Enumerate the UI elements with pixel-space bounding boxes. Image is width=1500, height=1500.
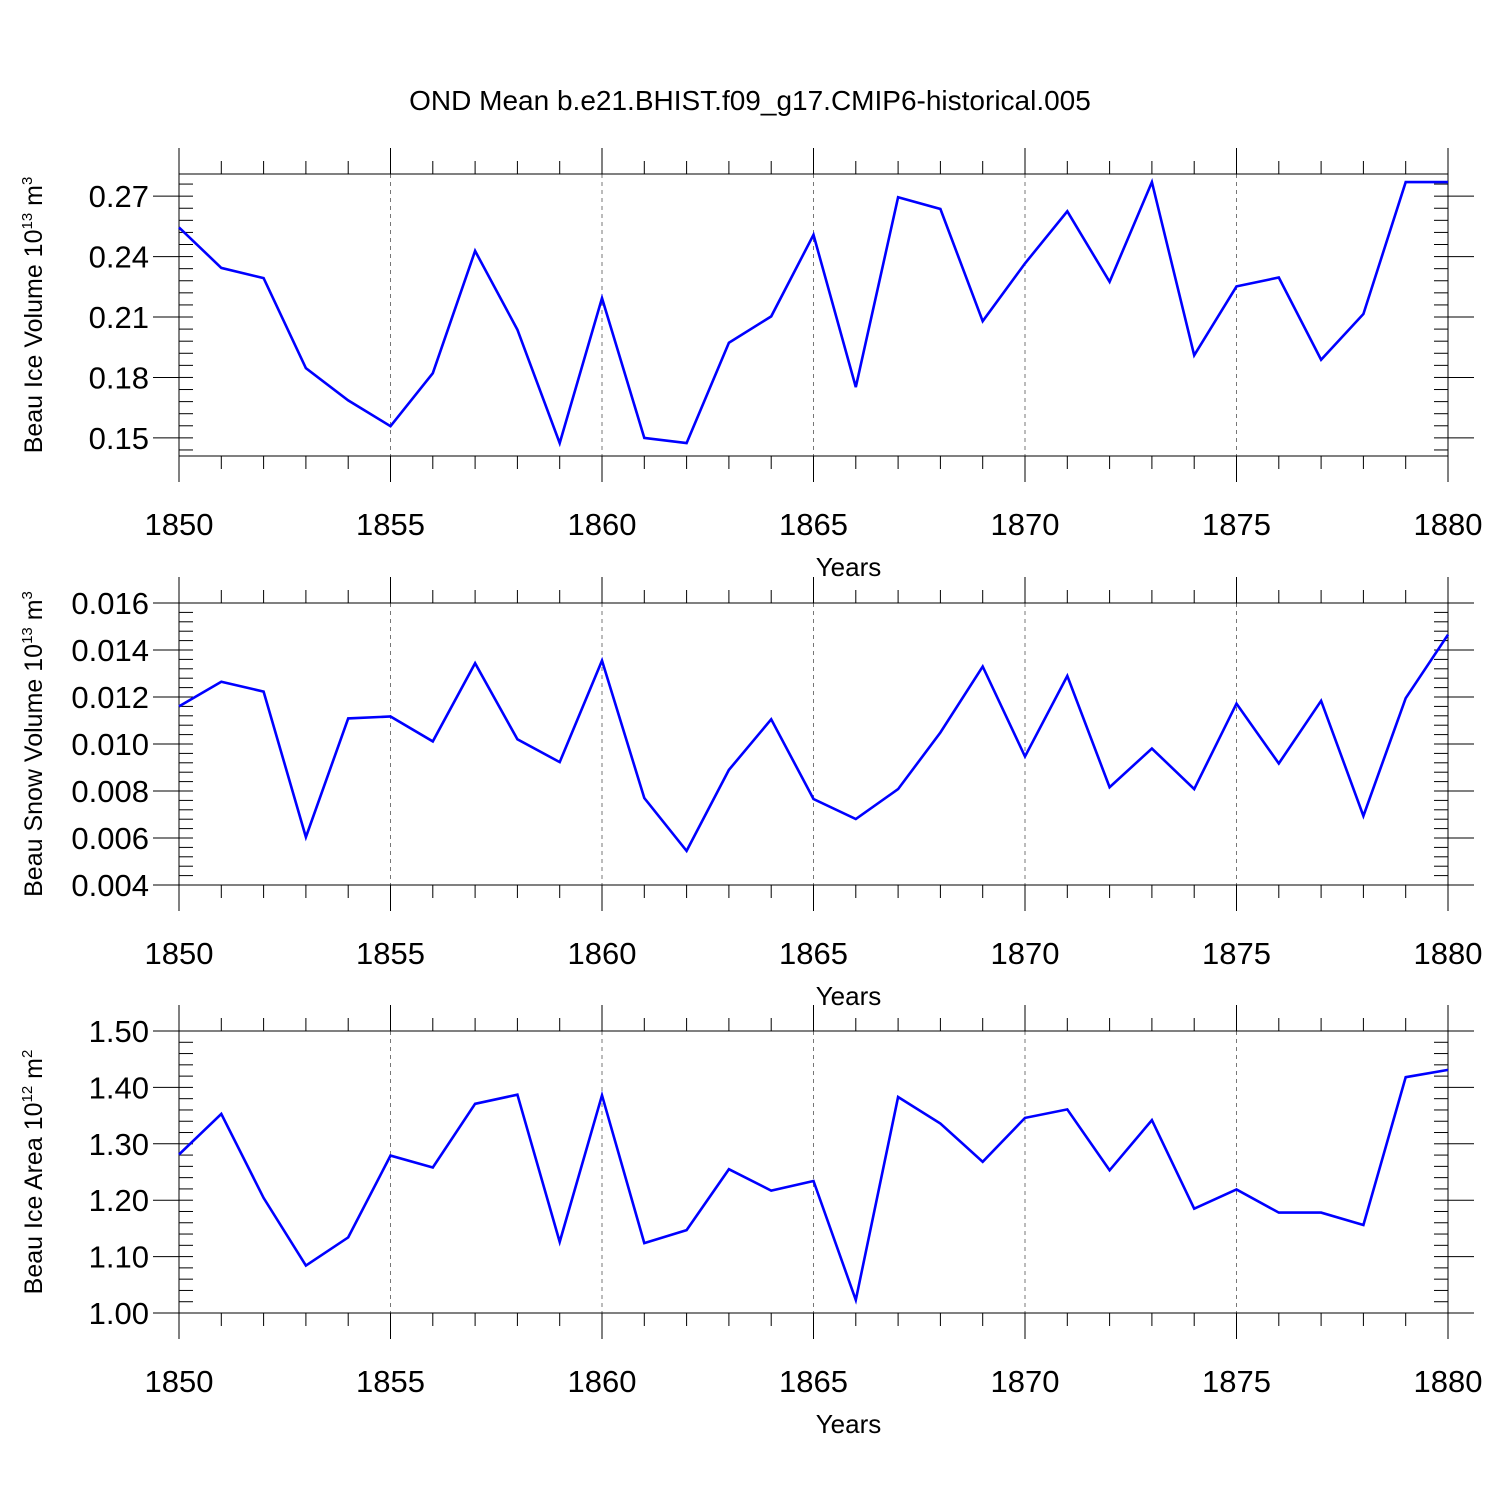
x-tick-label: 1870 xyxy=(991,936,1060,971)
x-tick-label: 1875 xyxy=(1202,936,1271,971)
y-axis-label-superscript: 13 xyxy=(19,627,36,644)
x-tick-label: 1880 xyxy=(1414,1364,1483,1399)
y-axis-label-superscript: 12 xyxy=(19,1086,36,1103)
y-axis-label: Beau Snow Volume 1013 m3 xyxy=(19,591,48,897)
y-tick-label: 1.50 xyxy=(89,1014,149,1049)
y-tick-label: 0.006 xyxy=(71,821,149,856)
x-tick-label: 1860 xyxy=(568,936,637,971)
x-tick-label: 1875 xyxy=(1202,507,1271,542)
x-tick-label: 1865 xyxy=(779,1364,848,1399)
x-tick-label: 1850 xyxy=(145,936,214,971)
y-axis-label-text: Beau Ice Area 10 xyxy=(20,1103,48,1295)
y-tick-label: 0.014 xyxy=(71,633,149,668)
x-tick-label: 1850 xyxy=(145,507,214,542)
y-tick-label: 1.10 xyxy=(89,1240,149,1275)
y-axis-label-superscript: 3 xyxy=(19,177,36,185)
y-tick-label: 0.004 xyxy=(71,868,149,903)
x-tick-label: 1865 xyxy=(779,507,848,542)
y-tick-label: 0.27 xyxy=(89,179,149,214)
series-line-beau-snow-volume xyxy=(178,633,1450,854)
x-axis-label: Years xyxy=(816,1409,882,1439)
y-axis-label-superscript: 13 xyxy=(19,213,36,230)
x-axis-label: Years xyxy=(816,552,882,582)
panels: 0.15 0.18 0.21 0.24 0.27 1850 1855 1860 1865 1870… xyxy=(19,148,1482,1439)
y-tick-label: 0.24 xyxy=(89,240,149,275)
x-tick-label: 1860 xyxy=(568,507,637,542)
x-tick-label: 1870 xyxy=(991,507,1060,542)
y-tick-label: 1.00 xyxy=(89,1296,149,1331)
y-axis-label-text: m xyxy=(20,1058,48,1086)
y-tick-label: 0.016 xyxy=(71,586,149,621)
x-tick-label: 1870 xyxy=(991,1364,1060,1399)
chart-panel-3: 1.00 1.10 1.20 1.30 1.40 1.50 1850 1855 1860 1865… xyxy=(19,1005,1482,1439)
y-tick-label: 0.15 xyxy=(89,421,149,456)
y-tick-label: 0.21 xyxy=(89,300,149,335)
y-tick-label: 1.30 xyxy=(89,1127,149,1162)
x-tick-label: 1855 xyxy=(356,1364,425,1399)
y-axis-label-text: m xyxy=(20,599,48,627)
y-tick-label: 0.008 xyxy=(71,774,149,809)
x-tick-label: 1855 xyxy=(356,507,425,542)
y-axis-label: Beau Ice Area 1012 m2 xyxy=(19,1050,48,1295)
x-tick-label: 1880 xyxy=(1414,936,1483,971)
y-tick-label: 0.012 xyxy=(71,680,149,715)
series-line-beau-ice-volume xyxy=(178,177,1448,448)
chart-panel-1: 0.15 0.18 0.21 0.24 0.27 1850 1855 1860 1865 1870… xyxy=(19,148,1482,582)
y-axis-label-superscript: 2 xyxy=(19,1050,36,1058)
y-axis-label: Beau Ice Volume 1013 m3 xyxy=(19,177,48,454)
x-tick-label: 1860 xyxy=(568,1364,637,1399)
y-tick-label: 0.010 xyxy=(71,727,149,762)
y-axis-label-text: m xyxy=(20,185,48,213)
y-tick-label: 0.18 xyxy=(89,360,149,395)
series-line-beau-ice-area xyxy=(178,1068,1449,1305)
y-axis-label-text: Beau Snow Volume 10 xyxy=(20,644,48,897)
y-axis-label-superscript: 3 xyxy=(19,591,36,599)
x-tick-label: 1855 xyxy=(356,936,425,971)
y-tick-label: 1.20 xyxy=(89,1183,149,1218)
x-tick-label: 1865 xyxy=(779,936,848,971)
x-tick-label: 1880 xyxy=(1414,507,1483,542)
y-tick-label: 1.40 xyxy=(89,1070,149,1105)
x-tick-label: 1875 xyxy=(1202,1364,1271,1399)
x-axis-label: Years xyxy=(816,981,882,1011)
chart-panel-2: 0.004 0.006 0.008 0.010 0.012 0.014 0.016 1850 1… xyxy=(19,577,1482,1011)
x-tick-label: 1850 xyxy=(145,1364,214,1399)
figure-title: OND Mean b.e21.BHIST.f09_g17.CMIP6-histo… xyxy=(409,85,1091,116)
y-axis-label-text: Beau Ice Volume 10 xyxy=(20,230,48,454)
